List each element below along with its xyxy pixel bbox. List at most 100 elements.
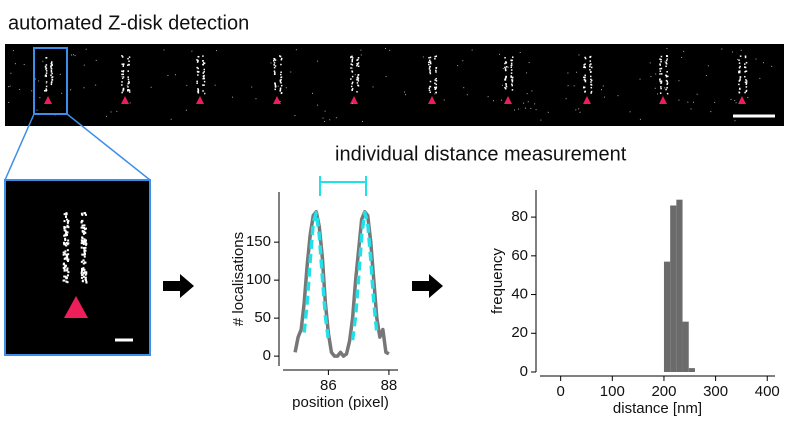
z-disk-signal (203, 71, 205, 73)
z-disk-signal (85, 272, 88, 275)
marker (583, 96, 591, 104)
noise (678, 99, 680, 101)
z-disk-signal (65, 280, 68, 283)
z-disk-signal (351, 71, 354, 73)
z-disk-signal (666, 83, 668, 86)
z-disk-signal (279, 55, 281, 57)
z-disk-signal (429, 61, 432, 63)
noise (466, 94, 468, 96)
noise (678, 80, 680, 82)
z-disk-signal (45, 72, 48, 74)
noise (755, 58, 757, 60)
x-tick-label: 0 (556, 383, 564, 400)
bar (688, 368, 695, 372)
z-disk-signal (273, 58, 276, 60)
noise (604, 96, 606, 98)
z-disk-signal (63, 267, 66, 270)
noise (8, 86, 10, 88)
z-disk-signal (83, 238, 86, 241)
z-disk-signal (738, 70, 741, 73)
z-disk-signal (45, 90, 47, 92)
z-disk-signal (84, 276, 87, 279)
z-disk-signal (80, 226, 83, 229)
z-disk-signal (665, 59, 668, 62)
z-disk-signal (122, 65, 125, 67)
z-disk-signal (66, 256, 69, 259)
z-disk-signal (659, 79, 661, 81)
z-disk-signal (357, 85, 360, 87)
noise (573, 85, 575, 87)
noise (666, 48, 668, 50)
noise (285, 87, 287, 89)
z-disk-signal (65, 234, 68, 237)
z-disk-signal (84, 231, 87, 234)
noise (12, 50, 14, 52)
marker (738, 96, 746, 104)
z-disk-signal (583, 64, 585, 66)
z-disk-signal (279, 55, 282, 58)
noise (389, 49, 391, 51)
noise (351, 67, 353, 69)
z-disk-signal (64, 238, 67, 241)
z-disk-signal (127, 70, 129, 72)
z-disk-signal (590, 71, 592, 73)
z-disk-signal (666, 71, 668, 73)
z-disk-signal (434, 86, 436, 89)
noise (693, 101, 695, 103)
z-disk-signal (356, 82, 359, 84)
marker (121, 96, 129, 104)
z-disk-signal (745, 86, 748, 88)
noise (8, 101, 10, 103)
z-disk-signal (81, 253, 84, 256)
z-disk-signal (590, 86, 593, 89)
arrow (412, 274, 443, 298)
noise (270, 62, 272, 64)
x-tick-label: 88 (381, 377, 398, 394)
z-disk-signal (65, 213, 68, 216)
z-disk-signal (83, 268, 86, 271)
z-disk-signal (80, 246, 83, 249)
z-disk-signal (121, 84, 123, 86)
noise (690, 108, 692, 110)
z-disk-signal (510, 62, 513, 65)
z-disk-signal (589, 56, 591, 58)
z-disk-signal (666, 82, 669, 84)
z-disk-signal (196, 59, 198, 61)
z-disk-signal (80, 276, 83, 279)
noise (525, 107, 527, 109)
noise (735, 102, 737, 104)
z-disk-signal (504, 77, 507, 80)
z-disk-signal (83, 261, 86, 264)
z-disk-signal (84, 278, 87, 281)
z-disk-signal (80, 274, 83, 277)
marker (504, 96, 512, 104)
x-tick-label: 300 (703, 383, 728, 400)
z-disk-signal (50, 68, 53, 70)
z-disk-signal (510, 76, 512, 78)
z-disk-signal (273, 66, 276, 69)
z-disk-signal (280, 58, 283, 61)
z-disk-signal (279, 88, 282, 91)
panel-title: automated Z-disk detection (8, 12, 249, 34)
noise (523, 102, 525, 104)
noise (23, 63, 25, 65)
noise (578, 108, 580, 110)
z-disk-signal (350, 56, 352, 59)
noise (279, 101, 281, 103)
noise (255, 98, 257, 100)
z-disk-signal (660, 87, 662, 90)
z-disk-signal (505, 69, 507, 72)
noise (170, 118, 172, 120)
z-disk-signal (122, 73, 124, 76)
z-disk-signal (127, 57, 129, 60)
z-disk-signal (357, 74, 359, 76)
z-disk-signal (63, 269, 66, 272)
z-disk-signal (659, 80, 662, 83)
z-disk-signal (66, 221, 69, 224)
z-disk-signal (510, 69, 513, 71)
z-disk-signal (435, 71, 437, 73)
z-disk-signal (121, 56, 124, 58)
z-disk-signal (511, 59, 513, 62)
noise (763, 62, 765, 64)
z-disk-signal (280, 63, 282, 66)
